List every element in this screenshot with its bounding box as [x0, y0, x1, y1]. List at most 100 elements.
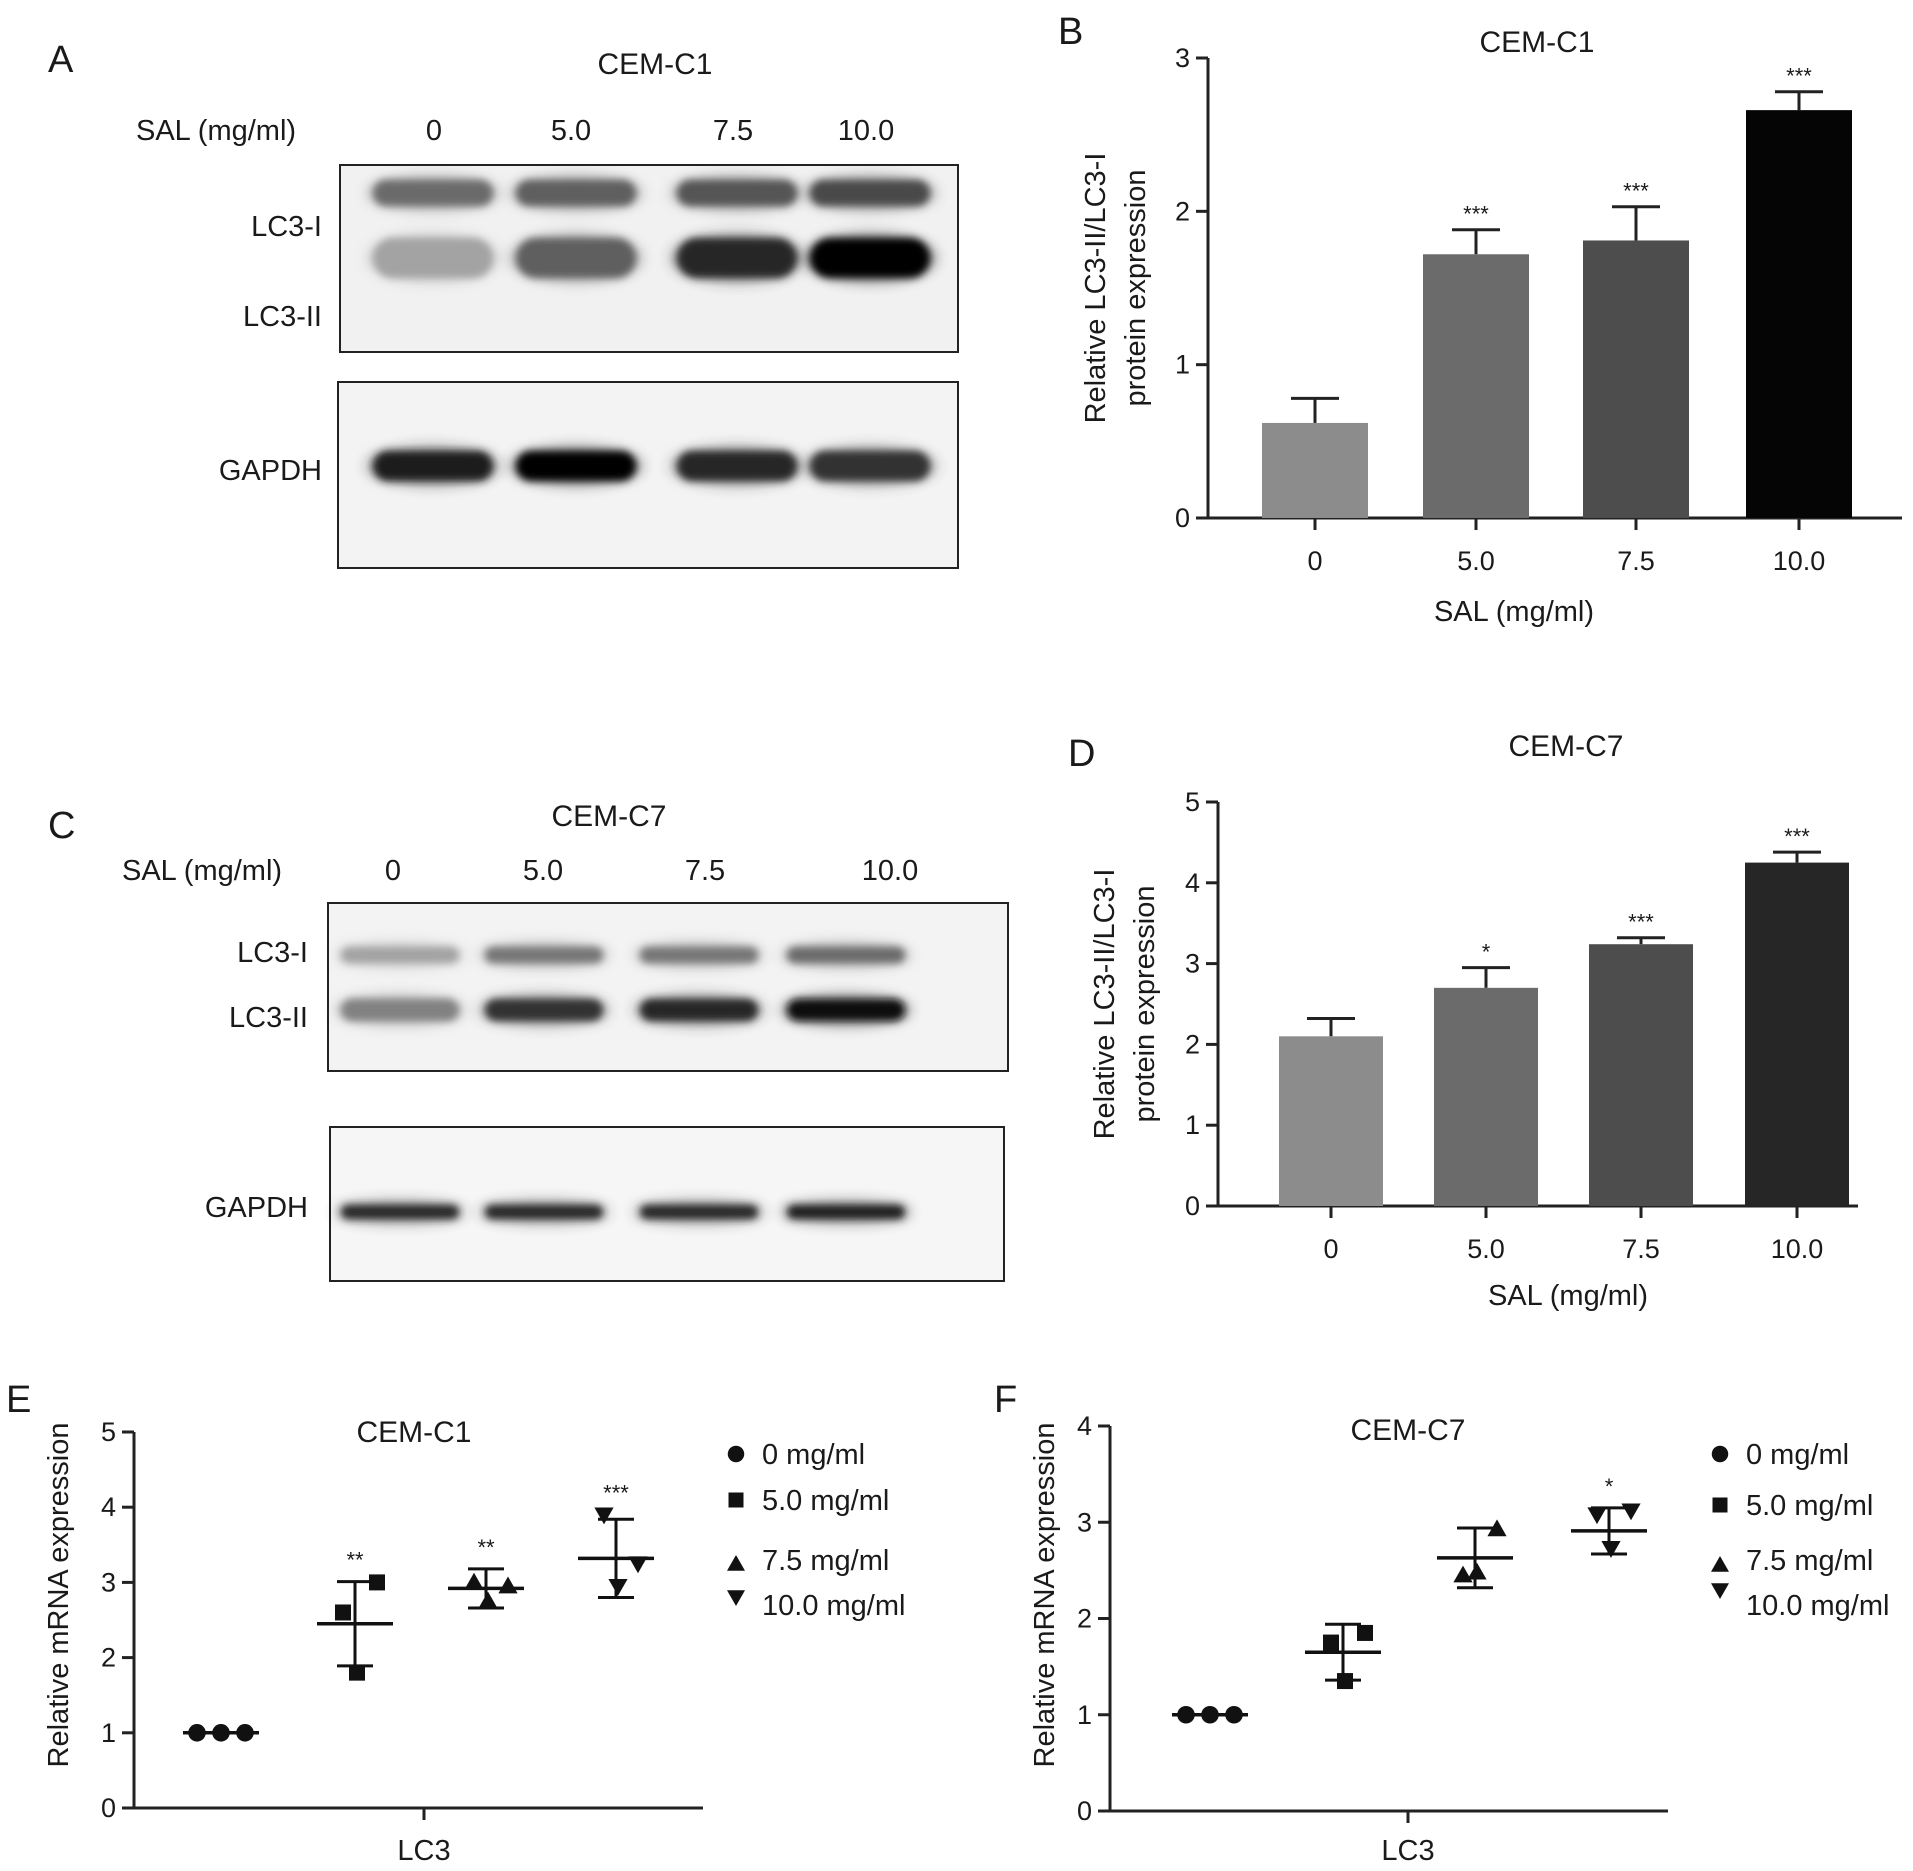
lc3-ii-band	[787, 999, 905, 1021]
data-point	[1357, 1624, 1373, 1641]
significance-label: ***	[1628, 910, 1654, 935]
legend-marker	[1711, 1556, 1729, 1572]
data-point	[349, 1664, 365, 1681]
chart-d-ylabel-line2: protein expression	[1129, 886, 1161, 1123]
significance-label: **	[346, 1548, 364, 1573]
chart-d-title: CEM-C7	[1508, 730, 1623, 763]
y-tick-label: 1	[1185, 1110, 1200, 1140]
chart-b-xlabel: SAL (mg/ml)	[1434, 596, 1594, 628]
x-tick-label: 5.0	[1457, 546, 1495, 576]
blot-a-lane-label: 10.0	[838, 115, 894, 147]
y-tick-label: 3	[101, 1567, 116, 1597]
legend-label: 7.5 mg/ml	[762, 1545, 889, 1577]
data-point	[1601, 1541, 1621, 1558]
bar	[1262, 422, 1368, 518]
legend-marker	[727, 1555, 745, 1571]
blot-a-lane-label: 7.5	[713, 115, 753, 147]
significance-label: **	[477, 1535, 495, 1560]
bar	[1434, 987, 1538, 1206]
legend-label: 0 mg/ml	[762, 1439, 865, 1471]
chart-b-ylabel-line1: Relative LC3-II/LC3-I	[1080, 153, 1112, 424]
y-tick-label: 5	[101, 1417, 116, 1447]
data-point	[1453, 1565, 1473, 1583]
gapdh-band	[677, 451, 797, 481]
x-tick-label: 10.0	[1773, 546, 1826, 576]
bar	[1746, 110, 1852, 518]
data-point	[1621, 1503, 1641, 1521]
data-point	[478, 1591, 498, 1609]
legend-marker	[727, 1590, 745, 1606]
blot-a-control-label: GAPDH	[219, 455, 322, 487]
legend-marker	[1712, 1497, 1728, 1513]
panel-d: D CEM-C7 Relative LC3-II/LC3-I protein e…	[1068, 730, 1858, 1312]
data-point	[608, 1578, 628, 1596]
blot-c-lc3-membrane	[327, 902, 1009, 1072]
lc3-ii-band	[677, 238, 797, 278]
data-point	[1323, 1634, 1339, 1651]
legend-label: 5.0 mg/ml	[1746, 1490, 1873, 1522]
panel-letter-c: C	[48, 805, 75, 847]
x-tick-label: 0	[1307, 546, 1322, 576]
lc3-i-band	[810, 180, 930, 206]
y-tick-label: 0	[1077, 1796, 1092, 1826]
legend-label: 5.0 mg/ml	[762, 1485, 889, 1517]
lc3-ii-band	[341, 999, 459, 1021]
chart-b-plot: 0 1 2 3 0 5.0 *** 7.5 *** 10.0 ***	[1175, 43, 1902, 576]
panel-letter-b: B	[1058, 11, 1083, 53]
blot-c-lane-label: 0	[385, 855, 401, 887]
legend-label: 0 mg/ml	[1746, 1439, 1849, 1471]
chart-d-xlabel: SAL (mg/ml)	[1488, 1280, 1648, 1312]
chart-d-ylabel-line1: Relative LC3-II/LC3-I	[1089, 869, 1121, 1140]
lc3-i-band	[516, 180, 636, 206]
x-tick-label: 5.0	[1467, 1234, 1505, 1264]
lc3-ii-band	[373, 238, 493, 278]
gapdh-band	[485, 1205, 603, 1219]
lc3-i-band	[341, 947, 459, 963]
data-point	[498, 1576, 518, 1594]
y-tick-label: 3	[1175, 43, 1190, 73]
panel-letter-f: F	[994, 1379, 1017, 1421]
legend-label: 10.0 mg/ml	[1746, 1590, 1889, 1622]
y-tick-label: 4	[1185, 868, 1200, 898]
significance-label: ***	[603, 1481, 629, 1506]
y-tick-label: 3	[1185, 949, 1200, 979]
data-point	[1487, 1519, 1507, 1537]
bar	[1279, 1036, 1383, 1206]
significance-label: ***	[1784, 824, 1810, 849]
legend-marker	[1711, 1583, 1729, 1599]
legend-label: 10.0 mg/ml	[762, 1590, 905, 1622]
bar	[1589, 944, 1693, 1206]
y-tick-label: 3	[1077, 1507, 1092, 1537]
y-tick-label: 4	[1077, 1411, 1092, 1441]
blot-a-lane-label: 0	[426, 115, 442, 147]
chart-b-title: CEM-C1	[1479, 26, 1594, 59]
y-tick-label: 0	[1185, 1191, 1200, 1221]
y-tick-label: 2	[1077, 1604, 1092, 1634]
gapdh-band	[810, 451, 930, 481]
legend-marker	[727, 1445, 745, 1463]
significance-label: ***	[1463, 202, 1489, 227]
chart-f-ylabel: Relative mRNA expression	[1029, 1423, 1061, 1768]
y-tick-label: 1	[1175, 350, 1190, 380]
data-point	[464, 1572, 484, 1590]
x-tick-label: 7.5	[1622, 1234, 1660, 1264]
lc3-ii-band	[485, 999, 603, 1021]
chart-e-xlabel: LC3	[397, 1835, 450, 1867]
blot-c-lane-label: 5.0	[523, 855, 563, 887]
x-tick-label: 7.5	[1617, 546, 1655, 576]
lc3-i-band	[677, 180, 797, 206]
lc3-i-band	[787, 947, 905, 963]
blot-a-title: CEM-C1	[597, 48, 712, 81]
gapdh-band	[640, 1205, 758, 1219]
chart-e-legend: 0 mg/ml 5.0 mg/ml 7.5 mg/ml 10.0 mg/ml	[727, 1439, 905, 1622]
y-tick-label: 4	[101, 1492, 116, 1522]
panel-b: B CEM-C1 Relative LC3-II/LC3-I protein e…	[1058, 11, 1902, 628]
blot-a-bands	[367, 176, 936, 485]
lc3-ii-band	[516, 238, 636, 278]
lc3-i-band	[373, 180, 493, 206]
y-tick-label: 0	[101, 1793, 116, 1823]
chart-f-plot: 0 1 2 3 4 *	[1077, 1411, 1668, 1826]
lc3-i-band	[485, 947, 603, 963]
